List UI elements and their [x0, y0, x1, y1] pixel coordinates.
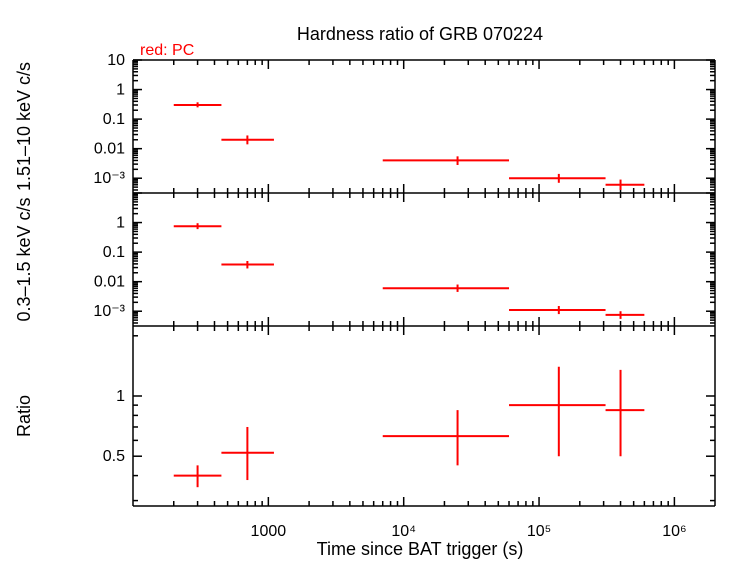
data-point: [221, 427, 274, 480]
svg-text:0.1: 0.1: [103, 111, 125, 128]
data-point: [509, 306, 606, 314]
data-point: [174, 102, 222, 107]
legend-text: red: PC: [140, 42, 194, 59]
data-point: [383, 285, 509, 292]
y-axis-label-top: 1.51–10 keV c/s: [14, 62, 34, 191]
hardness-ratio-figure: Hardness ratio of GRB 070224 red: PC Tim…: [0, 0, 742, 566]
svg-text:1: 1: [116, 215, 125, 232]
axes: 1000 10⁴ 10⁵ 10⁶ 10⁻³ 0.01 0.1 1 10 10⁻³ 0.01 0.1 1 0…: [93, 52, 715, 540]
svg-text:10: 10: [107, 52, 125, 69]
data-point: [606, 311, 645, 319]
data-points: [174, 102, 645, 487]
svg-text:1: 1: [116, 388, 125, 405]
svg-text:0.01: 0.01: [94, 141, 125, 158]
svg-text:10⁻³: 10⁻³: [93, 170, 125, 187]
svg-text:1: 1: [116, 82, 125, 99]
data-point: [606, 180, 645, 190]
y-axis-labels: 1.51–10 keV c/s 0.3–1.5 keV c/s Ratio: [14, 62, 34, 437]
svg-text:10⁵: 10⁵: [527, 523, 551, 540]
svg-text:0.01: 0.01: [94, 274, 125, 291]
y-axis-label-middle: 0.3–1.5 keV c/s: [14, 197, 34, 321]
svg-text:0.5: 0.5: [103, 448, 125, 465]
data-point: [221, 135, 274, 144]
data-point: [509, 367, 606, 456]
y-axis-label-bottom: Ratio: [14, 395, 34, 437]
svg-text:1000: 1000: [251, 523, 287, 540]
data-point: [174, 223, 222, 229]
data-point: [174, 465, 222, 487]
x-axis-label: Time since BAT trigger (s): [317, 539, 524, 559]
data-point: [509, 174, 606, 183]
chart-title: Hardness ratio of GRB 070224: [297, 24, 543, 44]
svg-text:10⁴: 10⁴: [391, 523, 416, 540]
data-point: [606, 370, 645, 456]
svg-text:10⁶: 10⁶: [662, 523, 686, 540]
data-point: [383, 156, 509, 165]
svg-text:10⁻³: 10⁻³: [93, 303, 125, 320]
data-point: [383, 410, 509, 465]
data-point: [221, 261, 274, 268]
svg-text:0.1: 0.1: [103, 244, 125, 261]
